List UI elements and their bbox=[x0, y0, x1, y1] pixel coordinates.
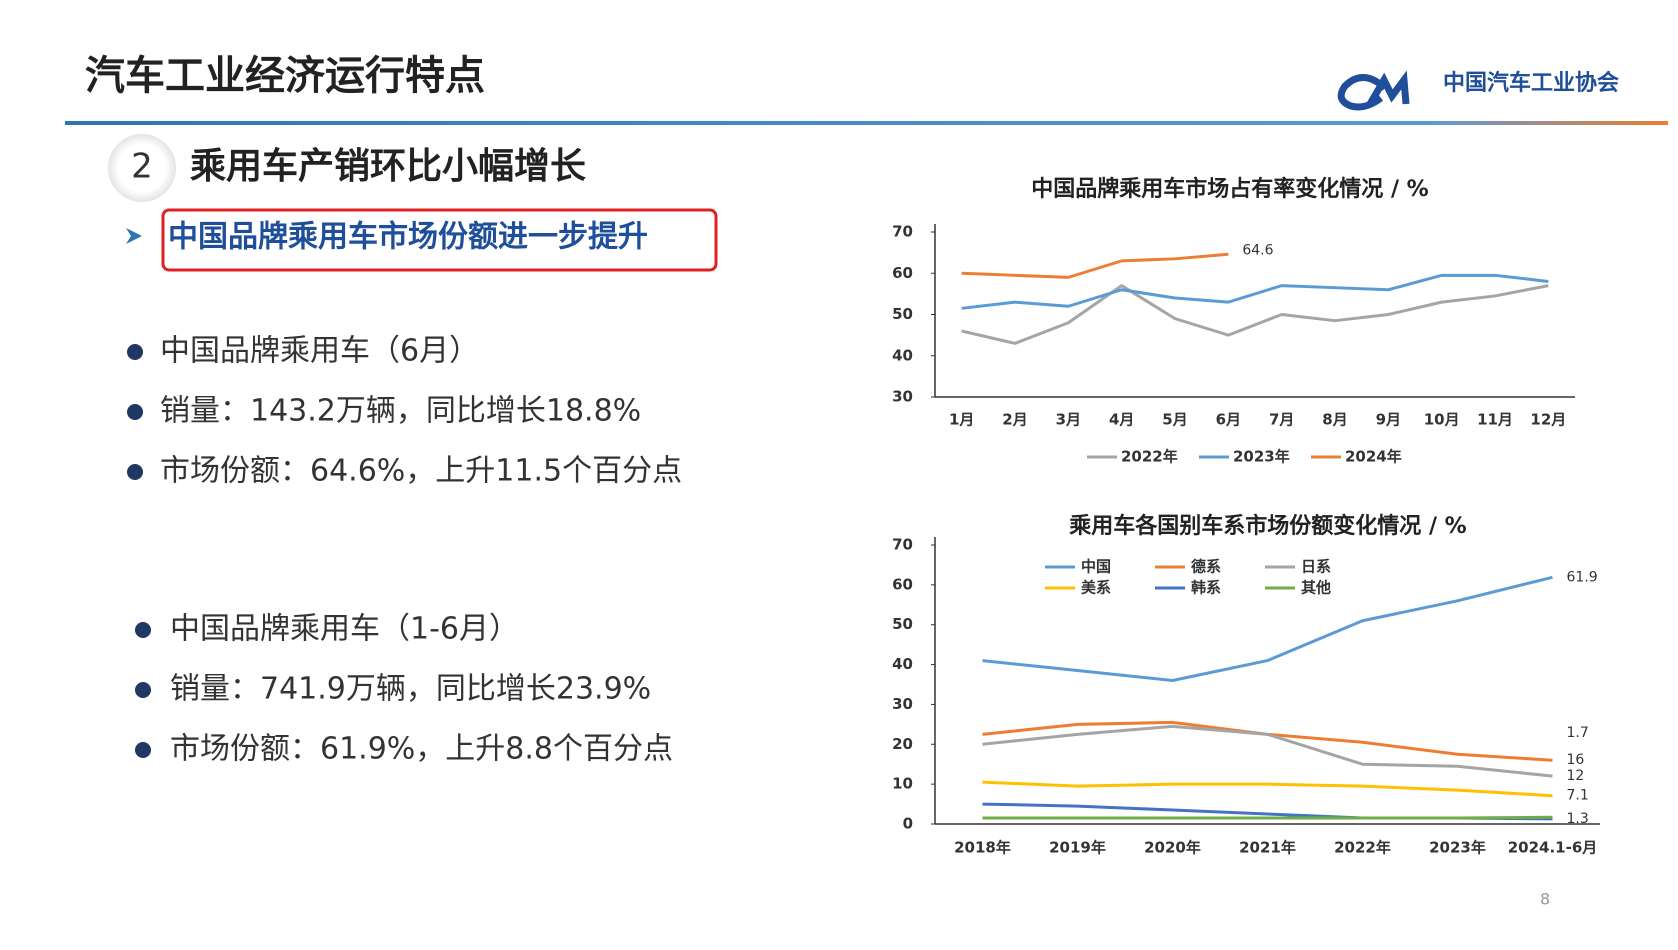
data-label: 1.7 bbox=[1567, 725, 1589, 741]
chart-title: 中国品牌乘用车市场占有率变化情况 / % bbox=[1031, 176, 1428, 202]
x-tick-label: 12月 bbox=[1530, 411, 1566, 429]
x-tick-label: 4月 bbox=[1109, 411, 1134, 429]
x-tick-label: 9月 bbox=[1376, 411, 1401, 429]
section-title: 乘用车产销环比小幅增长 bbox=[190, 146, 586, 187]
series-line bbox=[961, 252, 1229, 279]
bullet-dot bbox=[127, 464, 143, 480]
legend-label: 2022年 bbox=[1121, 448, 1178, 466]
legend-label: 其他 bbox=[1301, 579, 1331, 597]
bullet-dot bbox=[127, 404, 143, 420]
legend-label: 2024年 bbox=[1345, 448, 1402, 466]
x-tick-label: 2021年 bbox=[1239, 839, 1296, 857]
x-tick-label: 6月 bbox=[1216, 411, 1241, 429]
y-tick-label: 30 bbox=[892, 695, 913, 713]
logo-text: 中国汽车工业协会 bbox=[1443, 70, 1619, 96]
bullet-dot bbox=[135, 682, 151, 698]
bullet-dot bbox=[135, 622, 151, 638]
data-label: 12 bbox=[1567, 768, 1585, 784]
series-line bbox=[982, 575, 1553, 683]
y-tick-label: 20 bbox=[892, 735, 913, 753]
y-tick-label: 60 bbox=[892, 264, 913, 282]
data-label: 64.6 bbox=[1242, 242, 1273, 258]
x-tick-label: 2月 bbox=[1002, 411, 1027, 429]
x-tick-label: 3月 bbox=[1056, 411, 1081, 429]
x-tick-label: 2023年 bbox=[1429, 839, 1486, 857]
x-tick-label: 7月 bbox=[1269, 411, 1294, 429]
page-number: 8 bbox=[1540, 890, 1550, 909]
legend-label: 中国 bbox=[1081, 558, 1111, 576]
legend-label: 德系 bbox=[1191, 558, 1221, 576]
y-tick-label: 70 bbox=[892, 223, 913, 241]
arrow-marker bbox=[126, 228, 142, 244]
bullet-text: 市场份额：64.6%，上升11.5个百分点 bbox=[160, 454, 682, 489]
slide-title: 汽车工业经济运行特点 bbox=[85, 53, 485, 99]
highlight-text: 中国品牌乘用车市场份额进一步提升 bbox=[168, 220, 648, 255]
x-tick-label: 2018年 bbox=[954, 839, 1011, 857]
x-tick-label: 10月 bbox=[1424, 411, 1460, 429]
series-line bbox=[961, 284, 1549, 345]
series-line bbox=[982, 720, 1553, 762]
legend-label: 韩系 bbox=[1191, 579, 1221, 597]
x-tick-label: 2024.1-6月 bbox=[1508, 839, 1598, 857]
legend-label: 美系 bbox=[1081, 579, 1111, 597]
y-tick-label: 50 bbox=[892, 615, 913, 633]
bullet-dot bbox=[135, 742, 151, 758]
bullet-text: 销量：741.9万辆，同比增长23.9% bbox=[170, 672, 651, 707]
y-tick-label: 40 bbox=[892, 655, 913, 673]
series-line bbox=[982, 724, 1553, 778]
x-tick-label: 2020年 bbox=[1144, 839, 1201, 857]
chart-title: 乘用车各国别车系市场份额变化情况 / % bbox=[1068, 513, 1466, 539]
y-tick-label: 10 bbox=[892, 775, 913, 793]
data-label: 1.3 bbox=[1567, 811, 1589, 827]
x-tick-label: 5月 bbox=[1162, 411, 1187, 429]
legend-label: 2023年 bbox=[1233, 448, 1290, 466]
data-label: 7.1 bbox=[1567, 788, 1589, 804]
x-tick-label: 8月 bbox=[1322, 411, 1347, 429]
section-number: 2 bbox=[131, 147, 153, 187]
x-tick-label: 11月 bbox=[1477, 411, 1513, 429]
series-line bbox=[982, 780, 1553, 798]
section-badge bbox=[108, 134, 176, 202]
x-tick-label: 2019年 bbox=[1049, 839, 1106, 857]
series-line bbox=[982, 815, 1553, 820]
y-tick-label: 0 bbox=[903, 815, 913, 833]
logo-mark bbox=[1337, 70, 1410, 111]
x-tick-label: 2022年 bbox=[1334, 839, 1391, 857]
bullet-text: 中国品牌乘用车（6月） bbox=[160, 334, 479, 369]
y-tick-label: 30 bbox=[892, 388, 913, 406]
bullet-text: 销量：143.2万辆，同比增长18.8% bbox=[160, 394, 641, 429]
data-label: 16 bbox=[1567, 752, 1585, 768]
x-tick-label: 1月 bbox=[949, 411, 974, 429]
y-tick-label: 60 bbox=[892, 575, 913, 593]
y-tick-label: 50 bbox=[892, 305, 913, 323]
y-tick-label: 40 bbox=[892, 346, 913, 364]
highlight-box bbox=[161, 208, 718, 272]
data-label: 61.9 bbox=[1567, 569, 1598, 585]
legend-label: 日系 bbox=[1301, 558, 1331, 576]
y-tick-label: 70 bbox=[892, 536, 913, 554]
bullet-list: 中国品牌乘用车（6月） 销量：143.2万辆，同比增长18.8% 市场份额：64.6… bbox=[127, 334, 682, 767]
header-rule bbox=[65, 121, 1668, 125]
bullet-text: 中国品牌乘用车（1-6月） bbox=[170, 612, 519, 647]
charts: 中国品牌乘用车市场占有率变化情况 / % 30 40 50 60 70 1月 2月 3月 4月 5月… bbox=[892, 176, 1600, 857]
series-line bbox=[961, 273, 1549, 310]
bullet-text: 市场份额：61.9%，上升8.8个百分点 bbox=[170, 732, 673, 767]
bullet-dot bbox=[127, 344, 143, 360]
logo: 中国汽车工业协会 bbox=[1337, 70, 1619, 111]
